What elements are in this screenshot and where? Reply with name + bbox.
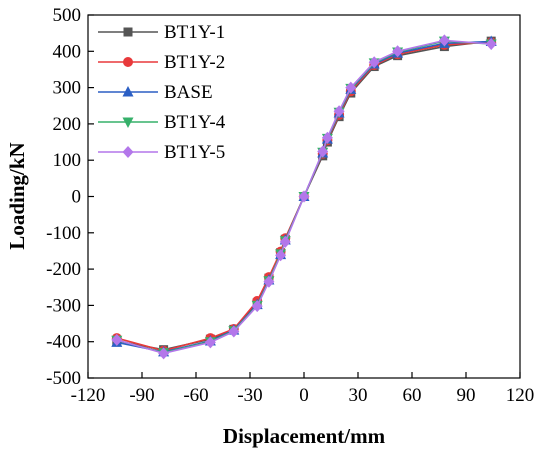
legend-label: BT1Y-2 (164, 52, 225, 73)
legend-item: BT1Y-1 (98, 22, 225, 43)
legend-item: BASE (98, 82, 213, 103)
data-point (158, 347, 170, 360)
y-tick-label: 300 (53, 78, 82, 99)
x-tick-label: -30 (237, 385, 262, 406)
data-point (368, 56, 380, 69)
y-tick-label: -400 (46, 332, 81, 353)
x-tick-label: -120 (71, 385, 106, 406)
data-point (333, 105, 345, 118)
x-tick-label: 30 (349, 385, 368, 406)
data-point (485, 38, 497, 51)
legend-item: BT1Y-2 (98, 52, 225, 73)
data-point (438, 34, 450, 47)
legend-marker (122, 86, 134, 97)
legend-marker (122, 117, 134, 128)
x-tick-label: 90 (457, 385, 476, 406)
axis-ticks: -120 -90 -60 -30 0 30 60 90 120-500-400-300-200-… (46, 5, 534, 406)
y-tick-label: 200 (53, 114, 82, 135)
y-tick-label: -100 (46, 223, 81, 244)
x-tick-label: 60 (403, 385, 422, 406)
y-tick-label: 400 (53, 41, 82, 62)
data-point (321, 131, 333, 144)
legend-marker (122, 146, 134, 158)
legend-marker (123, 27, 133, 37)
data-point (317, 145, 329, 158)
y-tick-label: 0 (72, 187, 82, 208)
y-tick-label: 500 (53, 5, 82, 26)
data-point (228, 325, 240, 338)
y-tick-label: -500 (46, 368, 81, 389)
data-point (111, 333, 123, 346)
x-tick-label: -90 (129, 385, 154, 406)
legend-item: BT1Y-4 (98, 112, 226, 133)
x-axis-title: Displacement/mm (223, 424, 386, 448)
legend: BT1Y-1 BT1Y-2 BASE BT1Y-4 BT1Y-5 (98, 22, 226, 163)
legend-marker (123, 57, 133, 67)
data-point (392, 45, 404, 58)
legend-item: BT1Y-5 (98, 142, 225, 163)
data-point (204, 336, 216, 349)
series-5 (111, 34, 497, 360)
data-point (263, 275, 275, 288)
data-point (275, 249, 287, 262)
legend-label: BT1Y-4 (164, 112, 226, 133)
x-tick-label: 0 (299, 385, 309, 406)
x-tick-label: 120 (506, 385, 535, 406)
legend-label: BT1Y-1 (164, 22, 225, 43)
x-tick-label: -60 (183, 385, 208, 406)
data-point (279, 235, 291, 248)
legend-label: BT1Y-5 (164, 142, 225, 163)
y-tick-label: -200 (46, 259, 81, 280)
legend-label: BASE (164, 82, 213, 103)
y-tick-label: -300 (46, 295, 81, 316)
data-point (345, 81, 357, 94)
data-point (298, 190, 310, 203)
y-axis-title: Loading/kN (5, 142, 29, 249)
y-tick-label: 100 (53, 150, 82, 171)
data-point (251, 300, 263, 313)
series-group (111, 34, 497, 360)
